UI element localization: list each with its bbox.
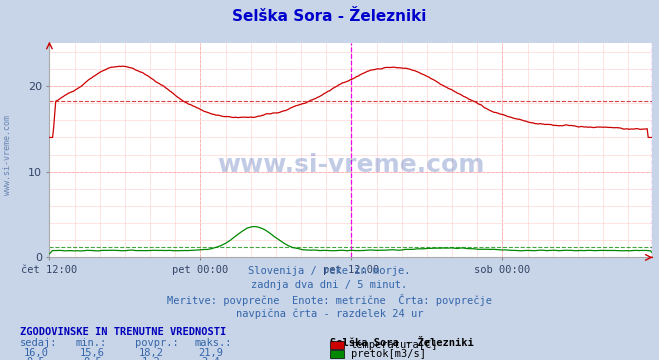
- Text: navpična črta - razdelek 24 ur: navpična črta - razdelek 24 ur: [236, 309, 423, 319]
- Text: 0,5: 0,5: [83, 357, 101, 360]
- Text: 18,2: 18,2: [139, 348, 164, 358]
- Text: ZGODOVINSKE IN TRENUTNE VREDNOSTI: ZGODOVINSKE IN TRENUTNE VREDNOSTI: [20, 327, 226, 337]
- Text: maks.:: maks.:: [194, 338, 232, 348]
- Text: 3,4: 3,4: [202, 357, 220, 360]
- Text: 16,0: 16,0: [24, 348, 49, 358]
- Text: min.:: min.:: [76, 338, 107, 348]
- Text: Selška Sora - Železniki: Selška Sora - Železniki: [233, 9, 426, 24]
- Text: Selška Sora - Železniki: Selška Sora - Železniki: [330, 338, 473, 348]
- Text: www.si-vreme.com: www.si-vreme.com: [217, 153, 484, 177]
- Text: Meritve: povprečne  Enote: metrične  Črta: povprečje: Meritve: povprečne Enote: metrične Črta:…: [167, 294, 492, 306]
- Text: povpr.:: povpr.:: [135, 338, 179, 348]
- Text: 0,5: 0,5: [27, 357, 45, 360]
- Text: sedaj:: sedaj:: [20, 338, 57, 348]
- Text: 1,2: 1,2: [142, 357, 161, 360]
- Text: www.si-vreme.com: www.si-vreme.com: [3, 115, 13, 195]
- Text: Slovenija / reke in morje.: Slovenija / reke in morje.: [248, 266, 411, 276]
- Text: pretok[m3/s]: pretok[m3/s]: [351, 349, 426, 359]
- Text: temperatura[C]: temperatura[C]: [351, 340, 438, 350]
- Text: zadnja dva dni / 5 minut.: zadnja dva dni / 5 minut.: [251, 280, 408, 290]
- Text: 21,9: 21,9: [198, 348, 223, 358]
- Text: 15,6: 15,6: [80, 348, 105, 358]
